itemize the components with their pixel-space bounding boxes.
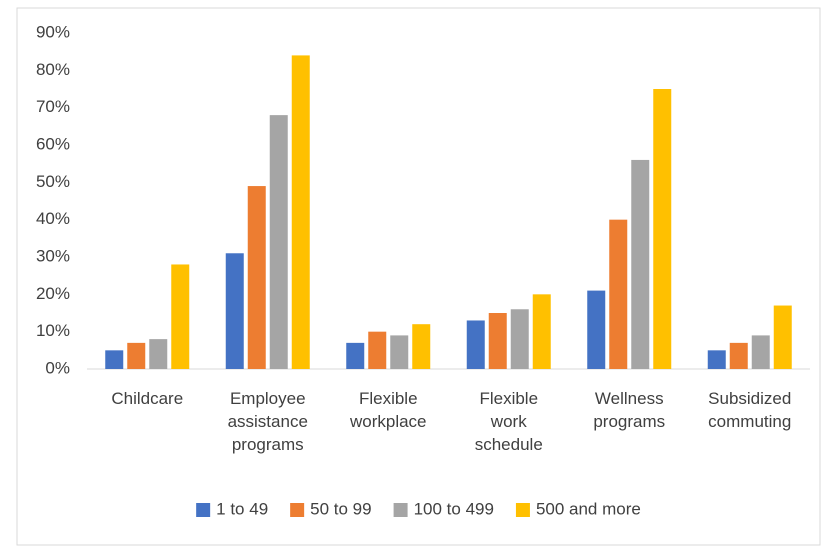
x-tick-label: Flexible work schedule <box>474 389 543 454</box>
y-tick-label: 70% <box>36 97 70 116</box>
legend-swatch <box>290 503 305 517</box>
x-tick-label: Wellness programs <box>593 389 666 431</box>
x-tick-label: Flexible workplace <box>349 389 427 431</box>
x-tick-label: Employee assistance programs <box>227 389 308 454</box>
y-tick-label: 20% <box>36 284 70 303</box>
bar <box>368 331 387 369</box>
legend-swatch <box>196 503 211 517</box>
bar <box>653 89 672 369</box>
bar <box>105 350 124 369</box>
bar <box>707 350 726 369</box>
y-tick-label: 50% <box>36 172 70 191</box>
y-tick-label: 10% <box>36 321 70 340</box>
bar <box>631 159 650 369</box>
y-tick-label: 80% <box>36 60 70 79</box>
bar <box>269 115 288 369</box>
legend-label: 100 to 499 <box>414 499 494 518</box>
bar <box>751 335 770 369</box>
bar <box>247 186 266 369</box>
bar <box>346 342 365 369</box>
bar <box>291 55 310 370</box>
bar <box>729 342 748 369</box>
bar <box>587 290 606 369</box>
bar <box>773 305 792 369</box>
x-tick-label: Childcare <box>111 389 184 408</box>
y-tick-label: 30% <box>36 246 70 265</box>
legend-swatch <box>393 503 408 517</box>
bar <box>412 324 431 369</box>
legend-swatch <box>515 503 530 517</box>
bar <box>466 320 485 369</box>
y-tick-label: 90% <box>36 22 70 41</box>
legend-label: 1 to 49 <box>216 499 268 518</box>
bar <box>127 342 146 369</box>
y-tick-label: 40% <box>36 209 70 228</box>
bar <box>225 253 244 369</box>
y-tick-label: 0% <box>45 358 70 377</box>
bar <box>488 313 507 369</box>
bar <box>532 294 551 369</box>
legend-label: 50 to 99 <box>310 499 371 518</box>
bar <box>390 335 409 369</box>
y-tick-label: 60% <box>36 134 70 153</box>
bar <box>149 339 168 369</box>
bar <box>171 264 190 369</box>
chart-border <box>16 7 821 546</box>
legend-label: 500 and more <box>536 499 641 518</box>
bar <box>609 219 628 369</box>
bar <box>510 309 529 369</box>
x-tick-label: Subsidized commuting <box>708 389 792 431</box>
